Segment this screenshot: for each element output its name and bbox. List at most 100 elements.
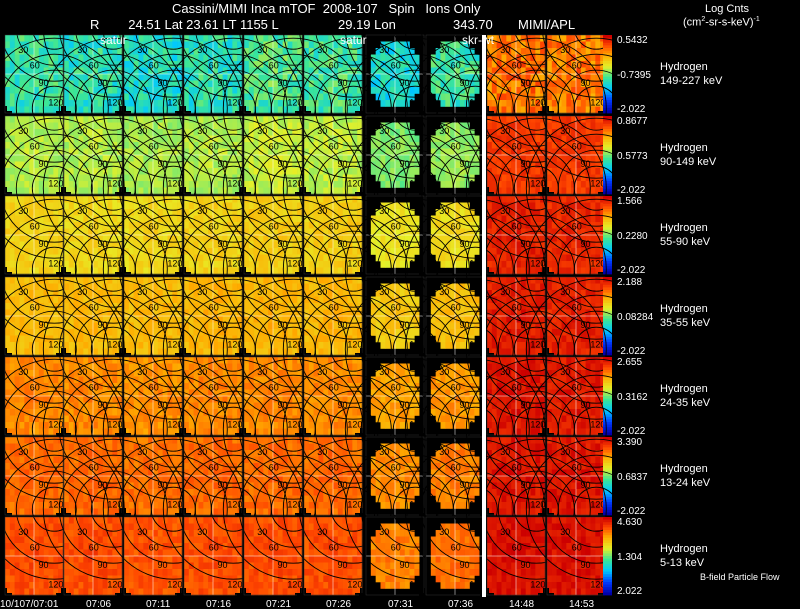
pixel bbox=[357, 135, 363, 143]
pixel bbox=[390, 61, 396, 68]
colorbar-step bbox=[603, 40, 612, 44]
pixel bbox=[167, 48, 173, 55]
pixel bbox=[414, 215, 420, 223]
colorbar-step bbox=[603, 240, 612, 244]
pixel bbox=[83, 254, 89, 262]
pixel bbox=[167, 267, 173, 275]
pixel bbox=[328, 202, 334, 210]
pixel bbox=[496, 41, 502, 49]
pixel bbox=[464, 129, 470, 136]
pixel bbox=[184, 100, 190, 107]
colorbar-step bbox=[603, 149, 612, 153]
contour-arc bbox=[436, 69, 514, 147]
pixel bbox=[237, 116, 243, 123]
pixel bbox=[277, 142, 283, 149]
pixel bbox=[193, 148, 199, 156]
pixel bbox=[440, 254, 446, 262]
pixel bbox=[277, 215, 283, 223]
pixel bbox=[9, 87, 15, 94]
cell-frame bbox=[183, 195, 243, 275]
pixel bbox=[253, 174, 259, 182]
contour-label: 90 bbox=[521, 159, 531, 169]
pixel bbox=[48, 283, 54, 291]
pixel bbox=[193, 67, 199, 75]
pixel bbox=[277, 267, 283, 275]
pixel bbox=[34, 155, 40, 162]
pixel bbox=[162, 209, 168, 216]
contour-label: 90 bbox=[521, 239, 531, 249]
pixel bbox=[318, 174, 324, 182]
pixel bbox=[198, 181, 204, 188]
pixel bbox=[78, 100, 84, 107]
pixel bbox=[464, 48, 470, 55]
pixel bbox=[143, 222, 149, 229]
pixel bbox=[390, 222, 396, 229]
pixel bbox=[273, 181, 279, 188]
pixel bbox=[273, 209, 279, 216]
pixel bbox=[143, 241, 149, 249]
pixel bbox=[193, 215, 199, 223]
contour-label: 30 bbox=[197, 126, 207, 136]
pixel bbox=[304, 196, 310, 203]
pixel bbox=[342, 129, 348, 136]
pixel bbox=[308, 228, 314, 236]
pixel bbox=[323, 187, 329, 195]
cell-frame bbox=[4, 115, 64, 195]
pixel bbox=[506, 80, 512, 88]
pixel bbox=[24, 209, 30, 216]
pixel bbox=[88, 142, 94, 149]
pixel bbox=[177, 80, 183, 88]
pixel bbox=[148, 228, 154, 236]
pixel bbox=[68, 48, 74, 55]
pixel bbox=[64, 122, 70, 130]
pixel bbox=[268, 80, 274, 88]
pixel bbox=[68, 67, 74, 75]
pixel bbox=[292, 235, 298, 242]
pixel bbox=[551, 142, 557, 149]
pixel bbox=[117, 168, 123, 175]
pixel bbox=[347, 41, 353, 49]
pixel bbox=[297, 48, 303, 55]
pixel bbox=[496, 181, 502, 188]
pixel bbox=[273, 155, 279, 162]
pixel bbox=[551, 148, 557, 156]
colorbar-step bbox=[603, 74, 612, 77]
pixel bbox=[143, 335, 149, 343]
pixel bbox=[469, 168, 475, 175]
pixel bbox=[64, 35, 70, 42]
pixel bbox=[227, 87, 233, 94]
pixel bbox=[53, 148, 59, 156]
pixel bbox=[148, 61, 154, 68]
pixel bbox=[157, 222, 163, 229]
pixel bbox=[258, 100, 264, 107]
pixel bbox=[83, 135, 89, 143]
pixel bbox=[385, 41, 391, 49]
pixel bbox=[133, 41, 139, 49]
pixel bbox=[496, 129, 502, 136]
pixel bbox=[143, 106, 149, 114]
pixel bbox=[352, 142, 358, 149]
pixel bbox=[213, 161, 219, 169]
pixel bbox=[590, 267, 596, 275]
pixel bbox=[375, 135, 381, 143]
pixel bbox=[148, 222, 154, 229]
pixel bbox=[43, 129, 49, 136]
pixel bbox=[217, 48, 223, 55]
pixel bbox=[53, 106, 59, 114]
pixel bbox=[501, 181, 507, 188]
pixel bbox=[68, 248, 74, 255]
pixel bbox=[157, 106, 163, 114]
pixel bbox=[153, 267, 159, 275]
pixel bbox=[333, 241, 339, 249]
pixel bbox=[58, 74, 64, 81]
pixel bbox=[337, 215, 343, 223]
pixel bbox=[333, 142, 339, 149]
pixel bbox=[112, 187, 118, 195]
pixel bbox=[496, 61, 502, 68]
pixel bbox=[29, 283, 35, 291]
pixel bbox=[5, 267, 11, 275]
pixel bbox=[162, 129, 168, 136]
pixel bbox=[14, 67, 20, 75]
pixel bbox=[337, 106, 343, 114]
